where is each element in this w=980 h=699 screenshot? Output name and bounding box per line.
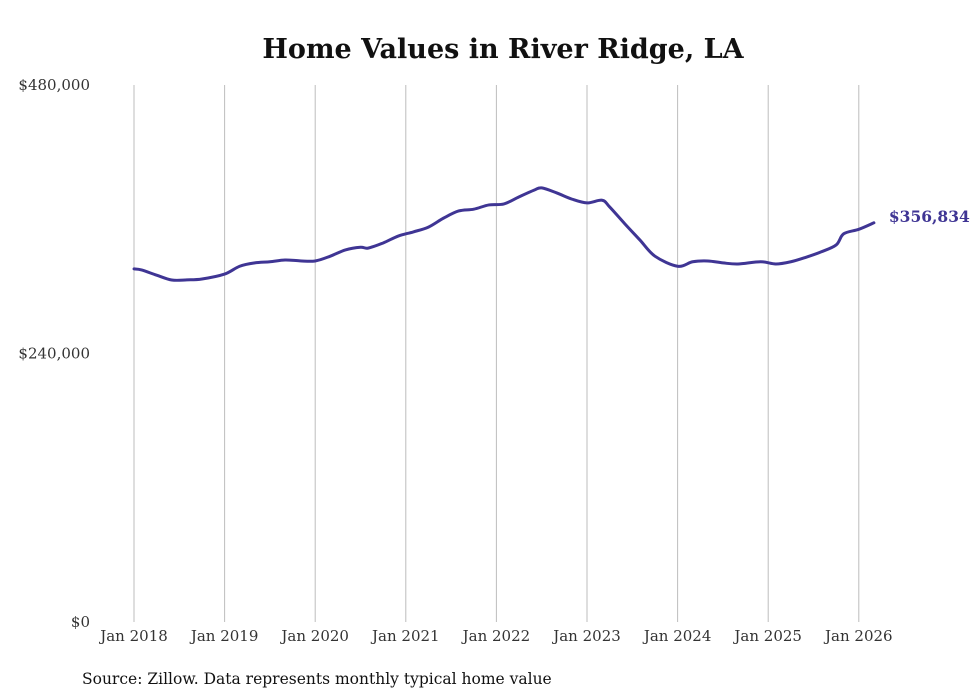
x-axis: Jan 2018 Jan 2019 Jan 2020 Jan 2021 Jan 2022… [98, 627, 892, 645]
source-note: Source: Zillow. Data represents monthly … [82, 670, 552, 688]
x-tick-label: Jan 2021 [370, 627, 440, 645]
end-value-label: $356,834 [889, 207, 970, 226]
y-tick-label: $480,000 [18, 76, 90, 94]
x-tick-label: Jan 2025 [732, 627, 802, 645]
x-tick-label: Jan 2019 [189, 627, 259, 645]
x-tick-label: Jan 2024 [642, 627, 712, 645]
series-line [132, 186, 876, 282]
grid-lines [133, 85, 860, 622]
x-tick-label: Jan 2018 [98, 627, 168, 645]
y-axis: $0 $240,000 $480,000 [18, 76, 90, 631]
x-tick-label: Jan 2023 [551, 627, 621, 645]
x-tick-label: Jan 2022 [461, 627, 531, 645]
x-tick-label: Jan 2026 [823, 627, 893, 645]
chart-title: Home Values in River Ridge, LA [262, 34, 744, 65]
y-tick-label: $0 [71, 613, 90, 631]
y-tick-label: $240,000 [18, 345, 90, 363]
x-tick-label: Jan 2020 [279, 627, 349, 645]
